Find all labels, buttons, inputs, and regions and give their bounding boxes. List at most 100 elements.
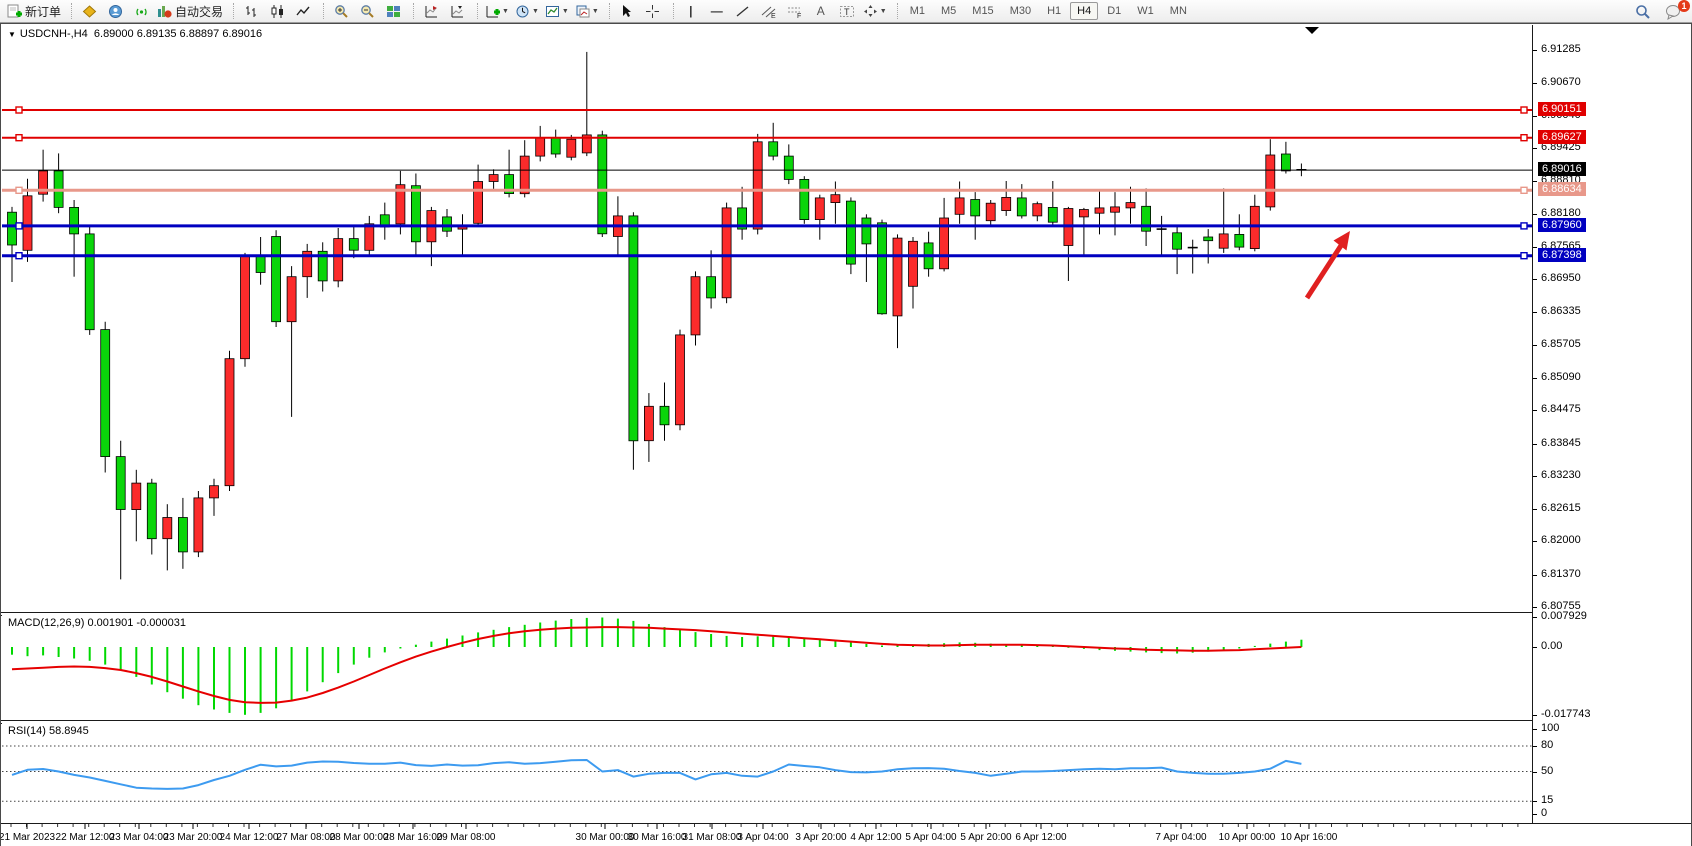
chevron-down-icon: ▼: [591, 7, 599, 15]
price-tick-label: 6.80755: [1541, 600, 1581, 612]
chevron-down-icon: ▼: [502, 7, 509, 15]
channel-button[interactable]: E: [756, 0, 782, 22]
chevron-down-icon: ▼: [879, 7, 887, 15]
horizontal-line-button[interactable]: —: [704, 0, 730, 22]
price-tick-label: 6.85705: [1541, 338, 1581, 350]
toolbar-separator: [471, 3, 479, 19]
objects-list-button[interactable]: ▼: [572, 0, 602, 22]
time-axis-label: 5 Apr 04:00: [905, 832, 957, 843]
axis-tick: [1533, 378, 1537, 379]
scroll-to-end-button[interactable]: [418, 0, 444, 22]
toolbar-separator: [65, 3, 73, 19]
text-button[interactable]: A: [808, 0, 834, 22]
trendline-button[interactable]: [730, 0, 756, 22]
macd-axis-label: 0.00: [1541, 640, 1563, 652]
vertical-line-icon: |: [689, 4, 693, 18]
community-button[interactable]: [102, 0, 128, 22]
price-axis[interactable]: 6.912856.906706.900406.894256.888106.881…: [1532, 25, 1691, 823]
text-label-icon: T: [839, 4, 855, 19]
time-axis-label: 7 Apr 04:00: [1155, 832, 1207, 843]
price-badge: 6.90151: [1538, 102, 1586, 116]
signals-button[interactable]: [128, 0, 154, 22]
chart-symbol-period: USDCNH-,H4: [19, 28, 88, 40]
timeframe-m15-button[interactable]: M15: [972, 5, 994, 17]
rsi-canvas[interactable]: [2, 723, 1532, 822]
crosshair-button[interactable]: [640, 0, 666, 22]
crosshair-icon: [645, 4, 660, 19]
axis-tick: [1533, 83, 1537, 84]
indicators-button[interactable]: ▼: [482, 0, 512, 22]
time-axis-label: 22 Mar 12:00: [56, 832, 115, 843]
community-icon: [108, 4, 123, 19]
chat-icon: [1665, 4, 1682, 20]
search-button[interactable]: [1630, 1, 1656, 23]
svg-text:F: F: [797, 13, 801, 19]
time-axis-label: 24 Mar 12:00: [220, 832, 279, 843]
toolbar: 新订单 自动交易: [0, 0, 1692, 23]
chart-ohlc-values: 6.89000 6.89135 6.88897 6.89016: [93, 28, 263, 40]
chart-shift-icon: [450, 4, 465, 19]
price-tick-label: 6.83230: [1541, 469, 1581, 481]
price-tick-label: 6.85090: [1541, 371, 1581, 383]
timeframe-h4-button[interactable]: H4: [1070, 2, 1099, 20]
timeframe-m30-button[interactable]: M30: [1009, 5, 1032, 17]
text-label-button[interactable]: T: [834, 0, 860, 22]
toolbar-separator: [407, 3, 415, 19]
toolbar-separator: [603, 3, 610, 19]
main-chart-canvas[interactable]: [2, 25, 1532, 611]
zoom-out-button[interactable]: [354, 0, 380, 22]
timeframe-m5-button[interactable]: M5: [941, 5, 957, 17]
auto-trading-button[interactable]: 自动交易: [154, 0, 226, 22]
time-axis[interactable]: 21 Mar 2023 22 Mar 12:00 23 Mar 04:00 23 Ma…: [1, 823, 1691, 846]
timeframe-d1-button[interactable]: D1: [1107, 5, 1122, 17]
price-tick-label: 6.91285: [1541, 43, 1581, 55]
axis-tick: [1533, 345, 1537, 346]
cursor-button[interactable]: [614, 0, 640, 22]
chart-dropdown-icon[interactable]: ▼: [8, 30, 16, 39]
price-badge: 6.89627: [1538, 130, 1586, 144]
chat-button[interactable]: 1: [1660, 0, 1690, 23]
cursor-icon: [619, 4, 634, 19]
rsi-panel[interactable]: RSI(14) 58.8945: [2, 723, 1532, 822]
zoom-in-button[interactable]: [328, 0, 354, 22]
tile-windows-button[interactable]: [380, 0, 406, 22]
templates-button[interactable]: ▼: [542, 0, 572, 22]
fibonacci-icon: F: [787, 4, 803, 19]
time-axis-label: 27 Mar 08:00: [277, 832, 336, 843]
axis-tick: [1533, 729, 1537, 730]
macd-canvas[interactable]: [2, 615, 1532, 719]
axis-tick: [1533, 617, 1537, 618]
fibonacci-button[interactable]: F: [782, 0, 808, 22]
arrows-button[interactable]: ▼: [860, 0, 890, 22]
gold-icon: [82, 4, 97, 19]
chart-shift-button[interactable]: [444, 0, 470, 22]
chart-line-button[interactable]: [290, 0, 316, 22]
time-axis-label: 21 Mar 2023: [1, 832, 56, 843]
scroll-to-end-icon: [424, 4, 439, 19]
timeframe-w1-button[interactable]: W1: [1137, 5, 1154, 17]
toolbar-separator: [317, 3, 325, 19]
rsi-axis-label: 0: [1541, 807, 1548, 819]
gold-button[interactable]: [76, 0, 102, 22]
timeframe-h1-button[interactable]: H1: [1047, 5, 1062, 17]
axis-tick: [1533, 509, 1537, 510]
macd-axis-label: 0.007929: [1541, 610, 1587, 622]
chart-candles-button[interactable]: [264, 0, 290, 22]
price-tick-label: 6.83845: [1541, 437, 1581, 449]
new-order-icon: [7, 4, 22, 19]
periods-button[interactable]: ▼: [512, 0, 542, 22]
rsi-axis-label: 50: [1541, 765, 1554, 777]
price-tick-label: 6.82615: [1541, 502, 1581, 514]
auto-trading-label: 自动交易: [175, 4, 224, 19]
main-chart-panel[interactable]: ▼ USDCNH-,H4 6.89000 6.89135 6.88897 6.89…: [2, 25, 1532, 611]
vertical-line-button[interactable]: |: [678, 0, 704, 22]
line-chart-icon: [295, 4, 311, 19]
chart-bars-button[interactable]: [238, 0, 264, 22]
timeframe-mn-button[interactable]: MN: [1169, 5, 1187, 17]
price-tick-label: 6.86335: [1541, 305, 1581, 317]
macd-panel[interactable]: MACD(12,26,9) 0.001901 -0.000031: [2, 615, 1532, 719]
new-order-button[interactable]: 新订单: [4, 0, 64, 22]
timeframe-m1-button[interactable]: M1: [909, 5, 925, 17]
macd-label: MACD(12,26,9) 0.001901 -0.000031: [8, 617, 186, 629]
